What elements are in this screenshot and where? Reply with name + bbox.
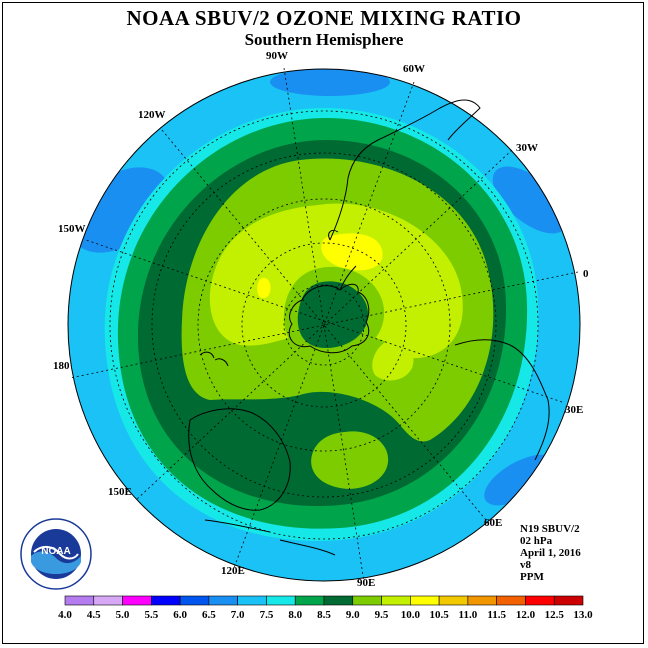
band-10-0: [321, 233, 383, 271]
colorbar-tick-label: 13.0: [573, 609, 593, 621]
colorbar-swatch: [237, 595, 267, 606]
colorbar-tick-label: 6.5: [202, 609, 216, 621]
lon-label-120w: 120W: [138, 109, 166, 121]
lon-label-120e: 120E: [221, 565, 245, 577]
meridian-30w-150e: [135, 149, 513, 501]
info-units: PPM: [520, 571, 544, 583]
new-zealand-s: [214, 358, 229, 367]
colorbar-swatch: [381, 595, 411, 606]
colorbar-swatch: [352, 595, 382, 606]
colorbar: 4.0 4.5 5.0 5.5 6.0 6.5 7.0 7.5 8.0 8.5 9.0 9.5 10.0…: [58, 595, 593, 621]
lon-label-150w: 150W: [58, 223, 86, 235]
meridian-30e-150w: [85, 239, 563, 403]
south-america-coast: [329, 99, 481, 241]
colorbar-swatch: [179, 595, 210, 606]
info-satellite: N19 SBUV/2: [520, 523, 580, 535]
band-9-5-south: [372, 339, 414, 381]
africa-coast: [454, 339, 550, 461]
lon-label-60w: 60W: [403, 63, 425, 75]
colorbar-tick-label: 11.5: [487, 609, 506, 621]
graticule: [69, 67, 579, 583]
colorbar-swatch: [64, 595, 95, 606]
lon-label-0: 0: [583, 268, 589, 280]
colorbar-swatch: [266, 595, 296, 606]
colorbar-swatch: [467, 595, 497, 606]
indonesia-islands: [204, 519, 336, 556]
core-8-5: [297, 281, 369, 348]
map-disc-outline: [67, 68, 581, 582]
south-america-tip: [328, 229, 339, 241]
meridian-0-180: [69, 271, 579, 379]
colorbar-tick-label: 5.0: [116, 609, 130, 621]
info-date: April 1, 2016: [520, 547, 581, 559]
lon-label-90e: 90E: [357, 577, 376, 589]
meridian-60w-120e: [233, 81, 415, 569]
antarctica-coast: [288, 283, 370, 354]
colorbar-tick-label: 7.5: [260, 609, 274, 621]
colorbar-tick-label: 12.0: [516, 609, 536, 621]
colorbar-swatch: [496, 595, 526, 606]
noaa-logo: NOAA: [20, 518, 92, 590]
lon-label-30w: 30W: [516, 142, 538, 154]
colorbar-tick-label: 12.5: [545, 609, 565, 621]
lat-ring-60: [197, 198, 451, 452]
colorbar-tick-label: 10.5: [429, 609, 449, 621]
colorbar-tick-label: 8.0: [288, 609, 302, 621]
lat-ring-80: [283, 284, 365, 366]
colorbar-tick-label: 4.0: [58, 609, 72, 621]
noaa-logo-text: NOAA: [41, 546, 70, 557]
colorbar-swatch: [323, 595, 354, 606]
colorbar-tick-label: 6.0: [173, 609, 187, 621]
colorbar-tick-label: 9.0: [346, 609, 360, 621]
colorbar-swatch: [122, 595, 152, 606]
colorbar-tick-label: 9.5: [375, 609, 389, 621]
info-level: 02 hPa: [520, 535, 553, 547]
band-9-0-lobe: [311, 431, 389, 489]
antarctic-peninsula: [339, 265, 357, 291]
new-zealand-n: [199, 351, 215, 359]
lat-ring-70: [241, 242, 407, 408]
colorbar-tick-label: 8.5: [317, 609, 331, 621]
colorbar-tick-label: 10.0: [401, 609, 421, 621]
colorbar-tick-label: 4.5: [87, 609, 101, 621]
colorbar-swatch: [525, 595, 555, 606]
coastlines: [188, 99, 550, 556]
colorbar-swatch: [151, 595, 181, 606]
lon-label-150e: 150E: [108, 486, 132, 498]
band-6-5-patch-n: [270, 69, 390, 96]
lon-label-60e: 60E: [484, 517, 503, 529]
colorbar-swatch: [93, 595, 123, 606]
lon-label-180: 180: [53, 360, 70, 372]
colorbar-swatch: [410, 595, 440, 606]
lat-ring-40: [109, 110, 539, 540]
info-version: v8: [520, 559, 531, 571]
lon-label-30e: 30E: [565, 404, 584, 416]
band-10-0-w: [257, 277, 271, 299]
lon-label-90w: 90W: [266, 50, 288, 62]
info-block: N19 SBUV/2 02 hPa April 1, 2016 v8 PPM: [520, 523, 581, 583]
colorbar-tick-label: 11.0: [459, 609, 478, 621]
colorbar-tick-label: 7.0: [231, 609, 245, 621]
australia-coast: [188, 408, 291, 511]
lat-ring-50: [151, 152, 497, 498]
colorbar-tick-label: 5.5: [144, 609, 158, 621]
colorbar-swatch: [294, 595, 325, 606]
colorbar-swatch: [438, 595, 469, 606]
map-subtitle: Southern Hemisphere: [244, 30, 404, 49]
band-6-5-patch-ne: [492, 166, 568, 234]
colorbar-swatch: [208, 595, 238, 606]
colorbar-swatch: [553, 595, 584, 606]
map-title: NOAA SBUV/2 OZONE MIXING RATIO: [126, 6, 522, 30]
